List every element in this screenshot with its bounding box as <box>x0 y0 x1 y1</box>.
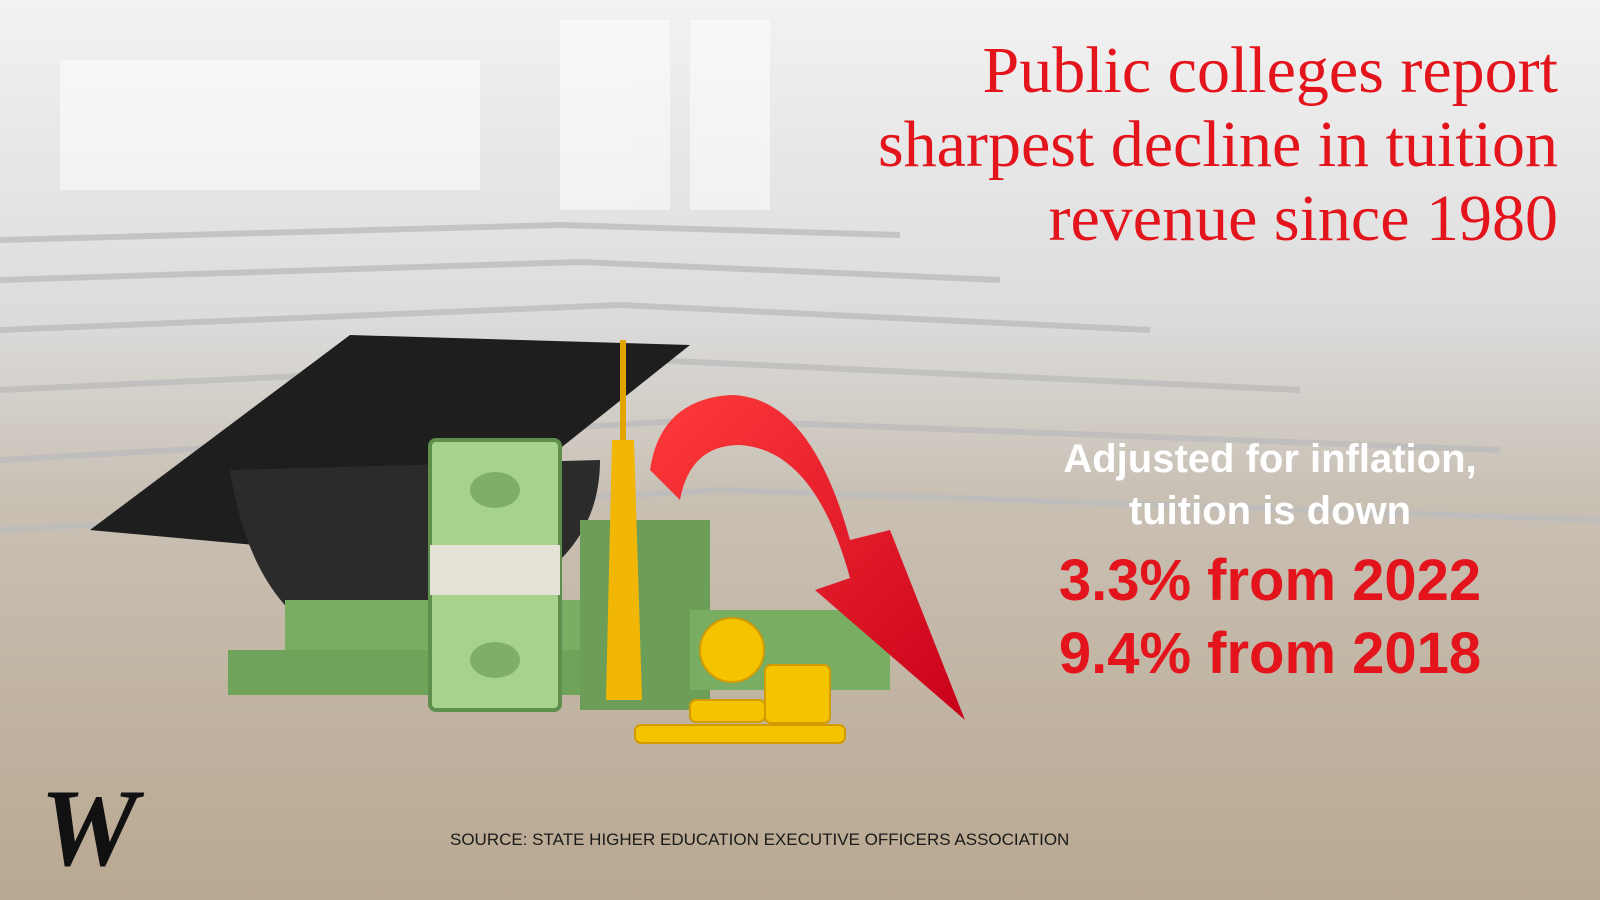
coin <box>699 617 765 683</box>
window <box>60 60 480 190</box>
intro-line: tuition is down <box>1129 489 1411 533</box>
tassel <box>606 440 642 700</box>
bill-ornament <box>470 472 520 508</box>
windows <box>60 20 770 210</box>
window <box>560 20 670 210</box>
title-line: sharpest decline in tuition <box>878 108 1558 181</box>
source: SOURCE: STATE HIGHER EDUCATION EXECUTIVE… <box>450 830 1069 849</box>
logo: W <box>40 767 145 889</box>
money-stacks <box>228 438 890 712</box>
bill-stack <box>580 520 710 710</box>
coins <box>634 617 846 744</box>
desk-row <box>0 221 901 243</box>
stat: 3.3% from 2022 <box>1059 548 1481 613</box>
money-band <box>430 545 560 595</box>
decline-arrow <box>650 395 965 720</box>
title-line: revenue since 1980 <box>1049 182 1558 255</box>
desk-row <box>0 301 1151 333</box>
stat: 9.4% from 2018 <box>1059 621 1481 686</box>
title-line: Public colleges report <box>982 34 1558 107</box>
desk-row <box>0 258 1001 283</box>
coin-row <box>634 724 846 744</box>
intro-line: Adjusted for inflation, <box>1063 437 1476 481</box>
bill-ornament <box>470 642 520 678</box>
window <box>690 20 770 210</box>
tassel-cord <box>620 340 626 450</box>
coin-stack <box>764 664 831 724</box>
coin-stack <box>689 699 766 723</box>
